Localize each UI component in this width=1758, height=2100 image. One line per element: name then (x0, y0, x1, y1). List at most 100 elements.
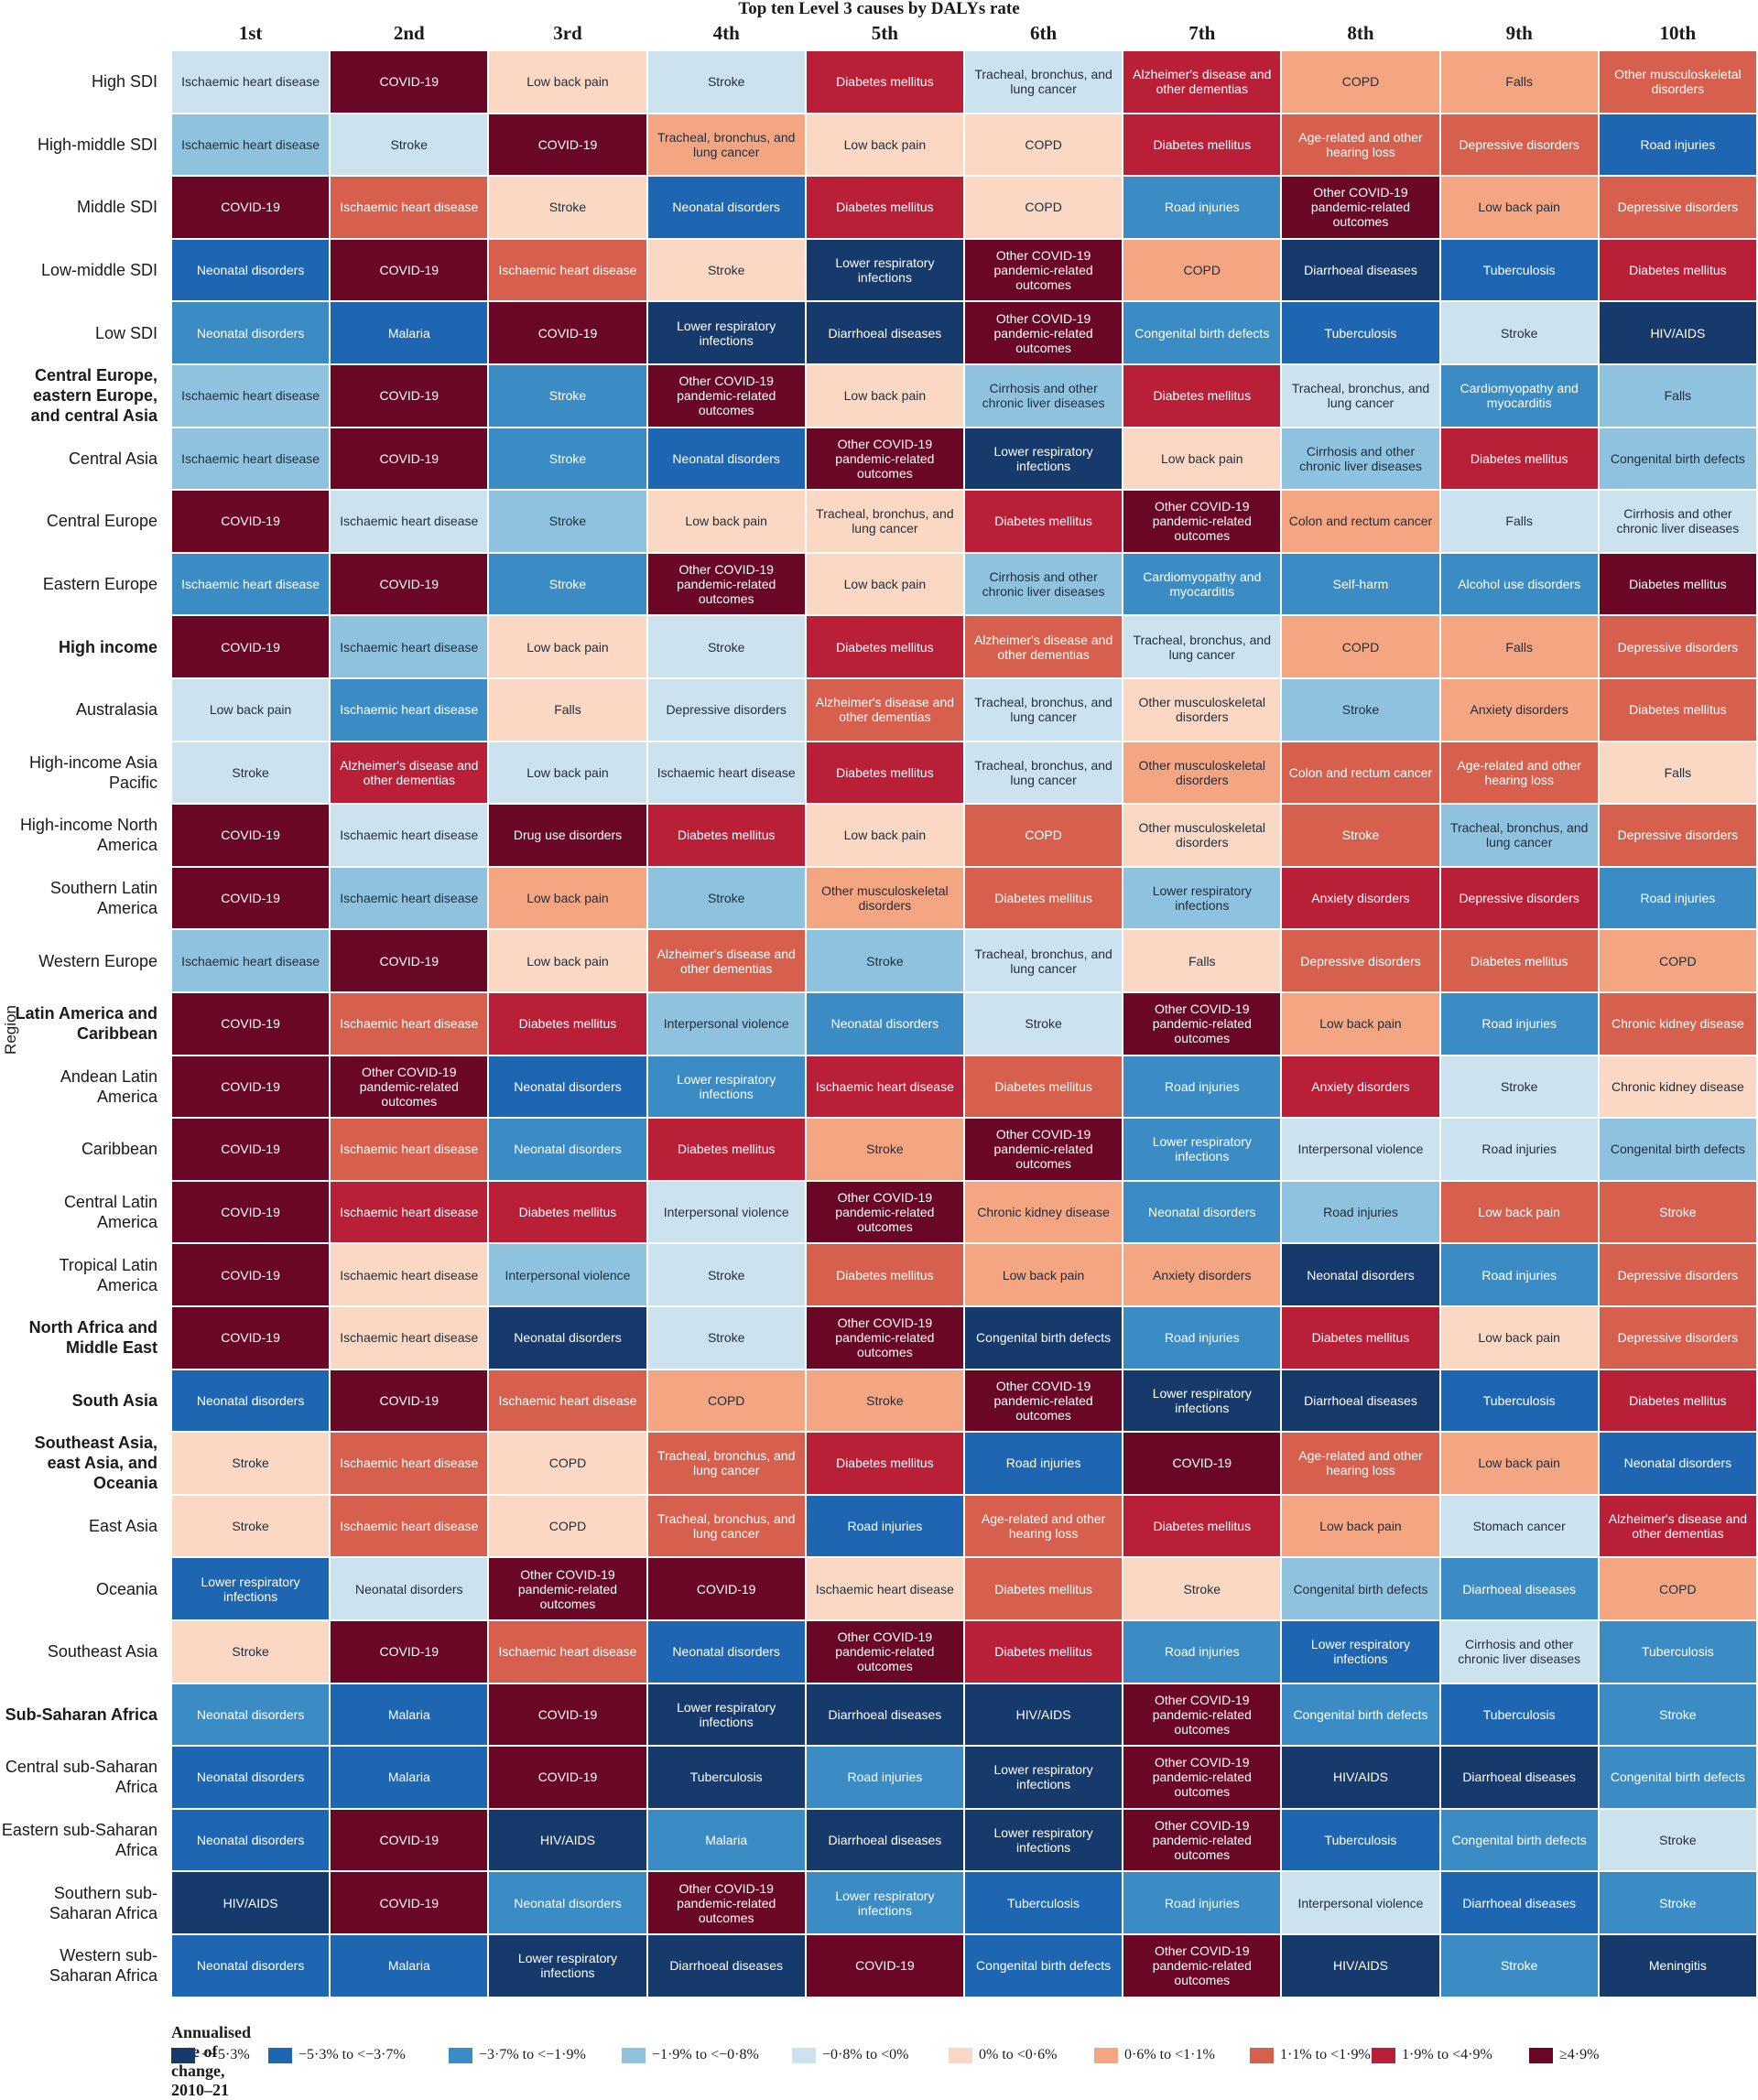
heatmap-cell: Other musculoskeletal disorders (1123, 679, 1281, 741)
legend-swatch (949, 2047, 972, 2063)
heatmap-cell: Neonatal disorders (489, 1307, 646, 1369)
heatmap-cell: Ischaemic heart disease (172, 365, 330, 427)
heatmap-cell: Neonatal disorders (806, 993, 963, 1055)
heatmap-cell: Ischaemic heart disease (331, 679, 488, 741)
row-header: Southeast Asia, east Asia, and Oceania (34, 1434, 157, 1493)
heatmap-cell: Ischaemic heart disease (331, 1495, 488, 1557)
row-header: South Asia (71, 1391, 157, 1410)
row-header: Low SDI (94, 323, 157, 342)
legend-item: 1·1% to <1·9% (1250, 2046, 1371, 2064)
heatmap-cell: COPD (489, 1433, 646, 1494)
heatmap-cell: Low back pain (1440, 1433, 1598, 1494)
heatmap-cell: Cirrhosis and other chronic liver diseas… (965, 365, 1123, 427)
heatmap-cell: COVID-19 (331, 365, 488, 427)
heatmap-cell: Lower respiratory infections (489, 1935, 646, 1997)
heatmap-cell: Lower respiratory infections (965, 428, 1123, 490)
heatmap-cell: Diabetes mellitus (647, 1119, 805, 1180)
heatmap-cell: Lower respiratory infections (172, 1558, 330, 1619)
heatmap-cell: Ischaemic heart disease (331, 805, 488, 866)
row-header: Eastern Europe (42, 575, 157, 594)
legend-label: −0·8% to <0% (822, 2047, 909, 2062)
heatmap-cell: Depressive disorders (1282, 930, 1439, 991)
heatmap-cell: Falls (1123, 930, 1281, 991)
legend-item: ≥4·9% (1529, 2046, 1599, 2064)
heatmap-cell: Other COVID-19 pandemic-related outcomes (965, 1369, 1123, 1432)
column-header: 7th (1188, 22, 1216, 44)
heatmap-cell: Diabetes mellitus (1123, 1495, 1281, 1557)
heatmap-cell: Ischaemic heart disease (331, 1181, 488, 1243)
heatmap-cell: Ischaemic heart disease (172, 553, 330, 615)
heatmap-cell: Diarrhoeal diseases (1282, 1369, 1439, 1432)
heatmap-cell: Other COVID-19 pandemic-related outcomes (806, 428, 963, 490)
heatmap-cell: COPD (1282, 51, 1439, 113)
heatmap-cell: Neonatal disorders (489, 1872, 646, 1933)
heatmap-cell: Diabetes mellitus (1123, 114, 1281, 176)
heatmap-cell: COVID-19 (489, 1683, 646, 1746)
heatmap-cell: COVID-19 (331, 1809, 488, 1871)
heatmap-cell: Chronic kidney disease (1599, 993, 1756, 1055)
heatmap-cell: Ischaemic heart disease (806, 1558, 963, 1619)
heatmap-cell: Tuberculosis (1440, 239, 1598, 301)
heatmap-cell: Low back pain (1282, 1495, 1439, 1557)
heatmap-cell: Other COVID-19 pandemic-related outcomes (331, 1055, 488, 1118)
heatmap-cell: Diabetes mellitus (489, 1181, 646, 1243)
heatmap-cell: Diabetes mellitus (1599, 1369, 1756, 1432)
heatmap-cell: COVID-19 (172, 1181, 330, 1243)
heatmap-cell: Neonatal disorders (647, 428, 805, 490)
heatmap-cell: Cirrhosis and other chronic liver diseas… (1599, 491, 1756, 552)
heatmap-cell: Diabetes mellitus (1599, 679, 1756, 741)
heatmap-cell: Stroke (806, 930, 963, 991)
heatmap-cell: Depressive disorders (1599, 1244, 1756, 1305)
heatmap-cell: Other COVID-19 pandemic-related outcomes (965, 302, 1123, 363)
heatmap-cell: Ischaemic heart disease (331, 1307, 488, 1369)
heatmap-cell: COPD (1282, 616, 1439, 677)
heatmap-cell: COVID-19 (331, 51, 488, 113)
heatmap-cell: Congenital birth defects (1282, 1558, 1439, 1619)
heatmap-cell: Falls (1599, 741, 1756, 804)
heatmap-cell: Stroke (1599, 1181, 1756, 1243)
row-header: High-income North America (19, 816, 157, 855)
heatmap-cell: Stroke (489, 491, 646, 552)
heatmap-cell: COVID-19 (172, 867, 330, 929)
heatmap-cell: COVID-19 (172, 1119, 330, 1180)
heatmap-cell: Diabetes mellitus (489, 993, 646, 1055)
heatmap-cell: Tuberculosis (1282, 302, 1439, 363)
heatmap-cell: COVID-19 (172, 1244, 330, 1305)
heatmap-cell: Other musculoskeletal disorders (1123, 805, 1281, 866)
row-header: Central Asia (68, 449, 157, 468)
heatmap-cell: Ischaemic heart disease (489, 1369, 646, 1432)
heatmap-cell: Ischaemic heart disease (647, 741, 805, 804)
heatmap-cell: Other COVID-19 pandemic-related outcomes (965, 239, 1123, 301)
heatmap-cell: Road injuries (1599, 867, 1756, 929)
heatmap-cell: Congenital birth defects (1282, 1683, 1439, 1746)
heatmap-cell: Stroke (1599, 1683, 1756, 1746)
heatmap-cell: Tracheal, bronchus, and lung cancer (647, 114, 805, 176)
heatmap-cell: Tuberculosis (647, 1747, 805, 1808)
heatmap-cell: Stroke (647, 51, 805, 113)
heatmap-cell: Ischaemic heart disease (331, 993, 488, 1055)
heatmap-cell: Other COVID-19 pandemic-related outcomes (806, 1621, 963, 1683)
heatmap-cell: Depressive disorders (1599, 805, 1756, 866)
heatmap-cell: COVID-19 (331, 1621, 488, 1683)
heatmap-cell: Depressive disorders (1599, 616, 1756, 677)
heatmap-cell: COPD (647, 1369, 805, 1432)
heatmap-cell: Diarrhoeal diseases (806, 302, 963, 363)
heatmap-cell: Cirrhosis and other chronic liver diseas… (965, 553, 1123, 615)
heatmap-cell: Low back pain (1440, 1181, 1598, 1243)
heatmap-cell: Tracheal, bronchus, and lung cancer (965, 741, 1123, 804)
heatmap-cell: Diabetes mellitus (965, 1055, 1123, 1118)
heatmap-cell: Tuberculosis (1282, 1809, 1439, 1871)
legend-item: 1·9% to <4·9% (1372, 2046, 1492, 2064)
heatmap-cell: Diabetes mellitus (806, 51, 963, 113)
heatmap-cell: Alzheimer's disease and other dementias (647, 930, 805, 991)
heatmap-cell: Stroke (647, 867, 805, 929)
heatmap-cell: Lower respiratory infections (1123, 867, 1281, 929)
heatmap-cell: Road injuries (1440, 1244, 1598, 1305)
heatmap-cell: Neonatal disorders (1599, 1433, 1756, 1494)
heatmap-cell: Malaria (331, 302, 488, 363)
heatmap-cell: Diabetes mellitus (1599, 239, 1756, 301)
column-header: 4th (712, 22, 740, 44)
heatmap-cell: Diabetes mellitus (1282, 1307, 1439, 1369)
heatmap-cell: Other musculoskeletal disorders (1599, 51, 1756, 113)
heatmap-cell: Congenital birth defects (965, 1307, 1123, 1369)
